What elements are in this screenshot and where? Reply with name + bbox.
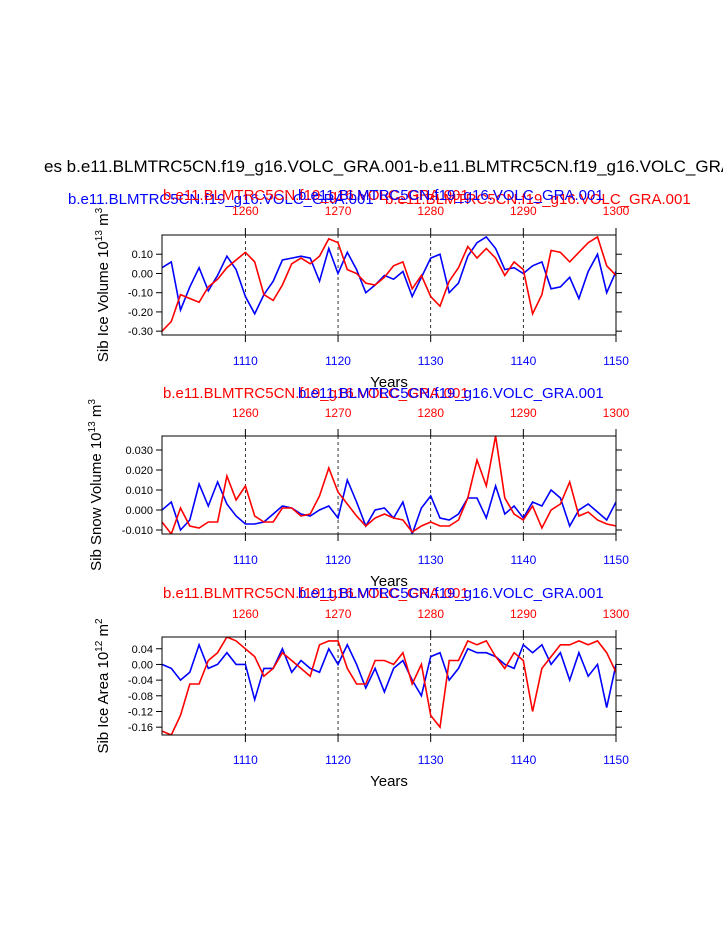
overlap-title-red: b.e11.BLMTRC5CN.f19_g16.VOLC_GRA.001 bbox=[385, 191, 691, 208]
ice-volume-ytick-label: -0.20 bbox=[128, 307, 153, 319]
ice-area-yaxis-title-part: m bbox=[95, 624, 112, 641]
snow-volume-xaxis-title: Years bbox=[370, 573, 408, 590]
snow-volume-ytick-label: 0.000 bbox=[125, 505, 153, 517]
snow-volume-title-blue: b.e11.BLMTRC5CN.f19_g16.VOLC_GRA.001 bbox=[298, 385, 604, 402]
ice-volume-yaxis-title-part: m bbox=[95, 213, 112, 230]
ice-area-ytick-label: 0.00 bbox=[132, 659, 153, 671]
ice-volume-xtick-label: 1140 bbox=[510, 354, 536, 368]
snow-volume-yaxis-title-part: 3 bbox=[87, 399, 98, 405]
snow-volume-xtick-top-label: 1300 bbox=[603, 406, 630, 420]
snow-volume-xtick-label: 1110 bbox=[233, 553, 258, 567]
ice-area-yaxis-title-part: Sib Ice Area 10 bbox=[95, 652, 112, 754]
ice-area-ytick-label: -0.04 bbox=[128, 675, 153, 687]
snow-volume-yaxis-title-part: Sib Snow Volume 10 bbox=[88, 432, 105, 570]
ice-volume-title-red: b.e11.BLMTRC5CN.f19_g16.VOLC_GRA.001 bbox=[163, 187, 469, 204]
ice-area-title-red: b.e11.BLMTRC5CN.f19_g16.VOLC_GRA.001 bbox=[163, 585, 469, 602]
ice-volume-yaxis-title: Sib Ice Volume 1013 m3 bbox=[94, 207, 112, 362]
ice-area-xtick-top-label: 1290 bbox=[510, 607, 537, 621]
ice-volume-ytick-label: -0.30 bbox=[128, 326, 153, 338]
snow-volume-xtick-label: 1120 bbox=[325, 553, 351, 567]
ice-area-ytick-label: -0.16 bbox=[128, 722, 153, 734]
ice-volume-xtick-top-label: 1290 bbox=[510, 204, 537, 218]
snow-volume-xtick-label: 1140 bbox=[510, 553, 536, 567]
snow-volume-yaxis-title-part: m bbox=[88, 405, 105, 422]
ice-area-plot-frame bbox=[161, 636, 617, 736]
ice-volume-ytick-label: 0.10 bbox=[132, 249, 153, 261]
ice-area-series-control-line bbox=[162, 642, 616, 708]
ice-area-xtick-top-label: 1280 bbox=[417, 607, 444, 621]
ice-area-ytick-label: -0.12 bbox=[128, 706, 153, 718]
panel-sib-ice-area: b.e11.BLMTRC5CN.f19_g16.VOLC_GRA.001b.e1… bbox=[94, 585, 630, 790]
snow-volume-series-experiment-line bbox=[162, 436, 616, 534]
snow-volume-title-red: b.e11.BLMTRC5CN.f19_g16.VOLC_GRA.001 bbox=[163, 385, 469, 402]
snow-volume-xtick-top-label: 1270 bbox=[325, 406, 352, 420]
ice-area-series-experiment-line bbox=[162, 637, 616, 735]
ice-area-xtick-top-label: 1270 bbox=[325, 607, 352, 621]
snow-volume-xtick-label: 1130 bbox=[418, 553, 444, 567]
ice-area-ytick-label: -0.08 bbox=[128, 691, 153, 703]
ice-area-xtick-top-label: 1300 bbox=[603, 607, 630, 621]
snow-volume-ytick-label: 0.020 bbox=[125, 465, 153, 477]
ice-area-xtick-label: 1140 bbox=[510, 753, 536, 767]
ice-volume-xtick-top-label: 1270 bbox=[325, 204, 352, 218]
ice-area-xtick-label: 1130 bbox=[418, 753, 444, 767]
snow-volume-ytick-label: 0.030 bbox=[125, 445, 153, 457]
snow-volume-ytick-label: -0.010 bbox=[122, 525, 153, 537]
ice-volume-ytick-label: 0.00 bbox=[132, 268, 153, 280]
panel-sib-snow-volume: b.e11.BLMTRC5CN.f19_g16.VOLC_GRA.001b.e1… bbox=[87, 385, 630, 590]
snow-volume-xtick-top-label: 1280 bbox=[417, 406, 444, 420]
snow-volume-xtick-top-label: 1290 bbox=[510, 406, 537, 420]
ice-area-xaxis-title: Years bbox=[370, 773, 408, 790]
ice-area-xtick-top-label: 1260 bbox=[232, 607, 259, 621]
ice-area-yaxis-title-part: 12 bbox=[94, 640, 105, 652]
snow-volume-series-control-line bbox=[162, 477, 616, 534]
main-title: es b.e11.BLMTRC5CN.f19_g16.VOLC_GRA.001-… bbox=[44, 157, 723, 176]
ice-area-yaxis-title: Sib Ice Area 1012 m2 bbox=[94, 618, 112, 754]
ice-volume-xtick-top-label: 1280 bbox=[417, 204, 444, 218]
ice-area-ytick-label: 0.04 bbox=[132, 644, 153, 656]
snow-volume-xtick-top-label: 1260 bbox=[232, 406, 259, 420]
ice-volume-plot-frame bbox=[161, 234, 617, 336]
overlap-title-blue: b.e11.BLMTRC5CN.f19_g16.VOLC_GRA.001 bbox=[68, 191, 374, 208]
snow-volume-xtick-label: 1150 bbox=[603, 553, 629, 567]
ice-area-xtick-label: 1110 bbox=[233, 753, 258, 767]
ice-volume-yaxis-title-part: 3 bbox=[94, 207, 105, 213]
snow-volume-plot-frame bbox=[161, 435, 617, 535]
snow-volume-ytick-label: 0.010 bbox=[125, 485, 153, 497]
ice-area-title-blue: b.e11.BLMTRC5CN.f19_g16.VOLC_GRA.001 bbox=[298, 585, 604, 602]
ice-volume-xtick-label: 1120 bbox=[325, 354, 351, 368]
snow-volume-yaxis-title: Sib Snow Volume 1013 m3 bbox=[87, 399, 105, 571]
ice-area-xtick-label: 1120 bbox=[325, 753, 351, 767]
ice-volume-xaxis-title: Years bbox=[370, 374, 408, 391]
ice-volume-xtick-label: 1110 bbox=[233, 354, 258, 368]
ice-volume-xtick-label: 1130 bbox=[418, 354, 444, 368]
ice-area-xtick-label: 1150 bbox=[603, 753, 629, 767]
snow-volume-yaxis-title-part: 13 bbox=[87, 421, 98, 433]
ice-volume-xtick-label: 1150 bbox=[603, 354, 629, 368]
ice-volume-xtick-top-label: 1300 bbox=[603, 204, 630, 218]
ice-volume-xtick-top-label: 1260 bbox=[232, 204, 259, 218]
ice-volume-series-control-line bbox=[162, 235, 616, 316]
ice-volume-title-blue: b.e11.BLMTRC5CN.f19_g16.VOLC_GRA.001 bbox=[298, 187, 604, 204]
ice-volume-yaxis-title-part: Sib Ice Volume 10 bbox=[95, 241, 112, 362]
ice-area-yaxis-title-part: 2 bbox=[94, 618, 105, 624]
panel-sib-ice-volume: b.e11.BLMTRC5CN.f19_g16.VOLC_GRA.001b.e1… bbox=[94, 187, 630, 391]
ice-volume-ytick-label: -0.10 bbox=[128, 288, 153, 300]
ice-volume-series-experiment-line bbox=[162, 235, 616, 332]
ice-volume-yaxis-title-part: 13 bbox=[94, 230, 105, 242]
